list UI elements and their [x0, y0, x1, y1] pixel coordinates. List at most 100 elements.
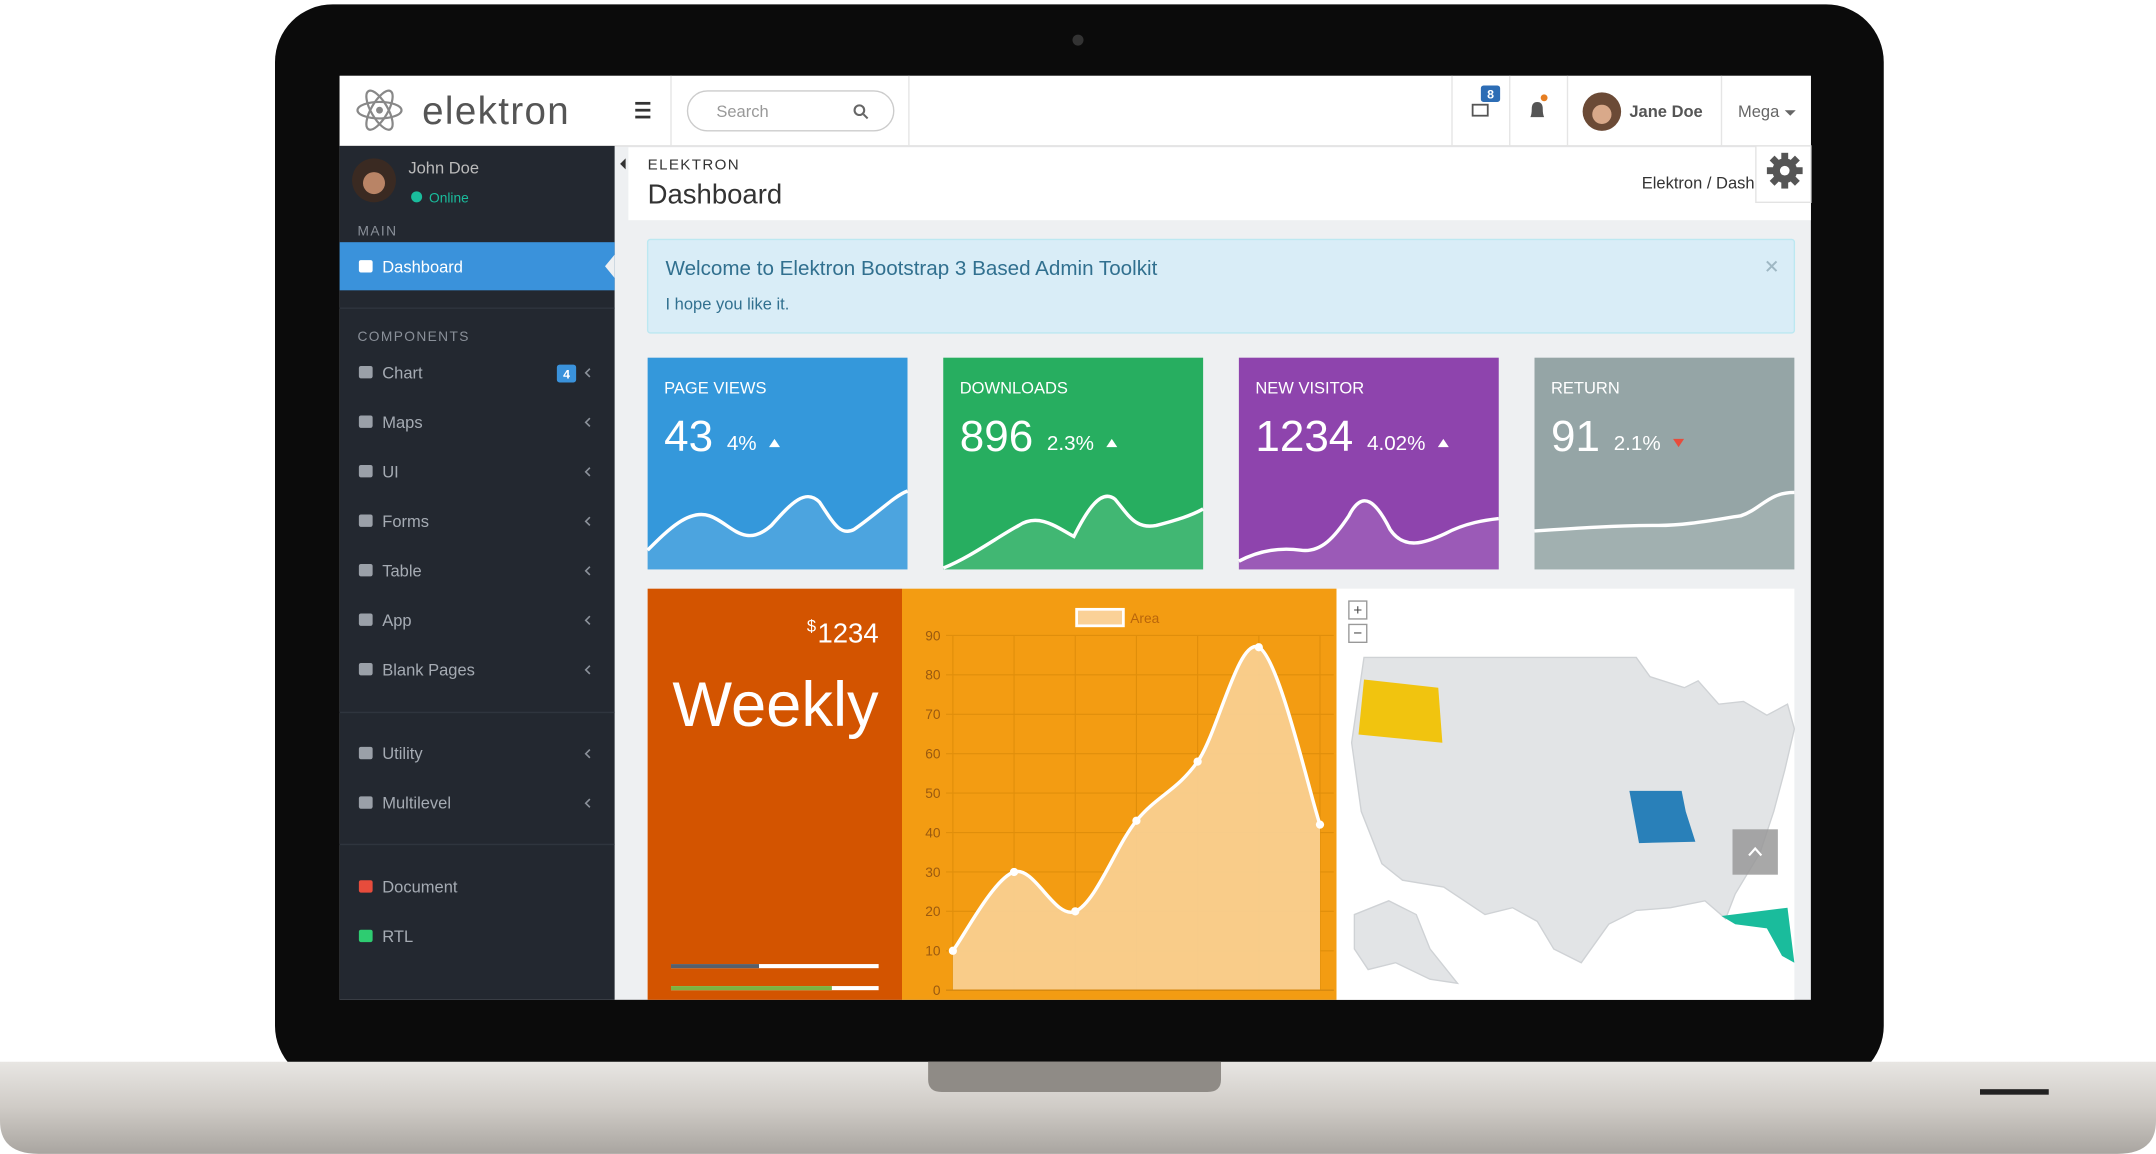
stat-change: 2.3%	[1047, 432, 1094, 455]
nav-active[interactable]	[339, 242, 615, 291]
gear-tooth	[1781, 180, 1789, 189]
mega-menu[interactable]: Mega	[1738, 103, 1780, 121]
nav-item[interactable]: Forms	[382, 513, 429, 531]
nav-chevron	[584, 566, 591, 576]
gear-hole	[1779, 165, 1790, 176]
menu-icon-bar[interactable]	[635, 101, 651, 105]
page-header	[628, 147, 1811, 221]
status-dot	[411, 191, 423, 203]
alert-close[interactable]	[1766, 260, 1778, 272]
sidebar-toggle[interactable]	[620, 158, 626, 170]
map-zoom-button[interactable]	[1348, 600, 1368, 620]
gear-tooth	[1781, 152, 1789, 162]
stat-change: 4.02%	[1367, 432, 1425, 455]
laptop-led	[1980, 1089, 2049, 1095]
menu-icon-bar[interactable]	[635, 108, 651, 112]
nav-badge-count: 4	[563, 367, 570, 381]
stat-sparkline-area	[1238, 500, 1499, 570]
sidebar-avatar-face	[363, 172, 385, 195]
brand: elektron	[422, 90, 570, 133]
stat-trend-arrow	[1673, 438, 1685, 448]
stat-sparkline	[1534, 490, 1795, 533]
stat-sparkline-area	[647, 491, 908, 570]
weekly-label: Weekly	[672, 670, 879, 740]
nav-item[interactable]: Table	[382, 562, 421, 580]
stat-label: RETURN	[1551, 379, 1620, 397]
stat-label: DOWNLOADS	[960, 379, 1068, 397]
y-tick-label: 70	[925, 707, 941, 722]
progress-fill	[671, 986, 832, 991]
area-fill	[952, 646, 1320, 991]
stat-value: 43	[664, 412, 713, 461]
stat-label: NEW VISITOR	[1255, 379, 1364, 397]
map-zoom-label[interactable]: −	[1353, 625, 1362, 642]
alert-title: Welcome to Elektron Bootstrap 3 Based Ad…	[666, 257, 1158, 280]
nav-item[interactable]: App	[382, 612, 411, 630]
stat-value: 91	[1551, 412, 1600, 461]
scroll-top-button[interactable]	[1732, 829, 1778, 875]
nav-item[interactable]: RTL	[382, 928, 413, 946]
y-tick-label: 50	[925, 786, 941, 801]
y-tick-label: 80	[925, 668, 941, 683]
nav-badge	[556, 364, 577, 383]
search-placeholder[interactable]: Search	[716, 103, 768, 121]
nav-icon	[358, 464, 373, 478]
mega-caret	[1784, 110, 1796, 116]
navbar	[339, 75, 1811, 146]
laptop-notch	[928, 1061, 1221, 1092]
stat-trend-arrow	[1106, 438, 1118, 448]
progress-fill	[671, 964, 759, 969]
alaska	[1353, 900, 1460, 985]
logo-core	[376, 106, 383, 114]
nav-icon	[358, 563, 373, 577]
nav-icon	[358, 662, 373, 676]
user-name[interactable]: Jane Doe	[1629, 103, 1702, 121]
data-point	[1193, 757, 1202, 766]
nav-icon	[358, 514, 373, 527]
progress-track	[671, 964, 879, 969]
stat-card	[1238, 357, 1499, 570]
stat-value: 1234	[1255, 412, 1353, 461]
stat-sparkline	[646, 489, 909, 552]
map-zoom-label[interactable]: +	[1353, 602, 1362, 619]
y-tick-label: 10	[925, 944, 941, 959]
y-tick-label: 60	[925, 747, 941, 762]
nav-item[interactable]: Dashboard	[382, 258, 463, 276]
search-box[interactable]	[686, 90, 895, 132]
nav-item[interactable]: Blank Pages	[382, 661, 475, 679]
nav-item[interactable]: Utility	[382, 745, 423, 763]
nav-icon	[358, 929, 373, 943]
y-tick-label: 20	[925, 904, 941, 919]
bell-icon[interactable]	[1530, 101, 1545, 118]
mail-icon[interactable]	[1471, 103, 1489, 117]
nav-item[interactable]: Maps	[382, 414, 422, 432]
stat-sparkline-area	[943, 496, 1204, 570]
nav-item[interactable]: Chart	[382, 364, 423, 382]
stat-card	[647, 357, 908, 570]
sidebar-user: John Doe	[408, 159, 479, 177]
data-point	[1132, 816, 1141, 825]
nav-chevron	[584, 748, 591, 759]
weekly-currency: $	[807, 617, 816, 635]
stat-label: PAGE VIEWS	[664, 379, 766, 397]
search-icon-handle	[862, 113, 869, 120]
alert	[646, 238, 1796, 334]
stat-sparkline	[942, 494, 1204, 570]
y-tick-label: 90	[925, 628, 941, 643]
nav-chevron	[584, 417, 591, 428]
nav-item[interactable]: Document	[382, 879, 458, 897]
y-tick-label: 40	[925, 825, 941, 840]
map-zoom-button[interactable]	[1348, 623, 1368, 643]
stat-sparkline	[1238, 499, 1499, 563]
nav-item[interactable]: UI	[382, 463, 399, 481]
menu-icon-bar[interactable]	[635, 115, 651, 119]
alert-text: I hope you like it.	[666, 296, 790, 314]
nav-icon	[358, 365, 373, 379]
stat-card	[1534, 357, 1795, 570]
stat-change: 4%	[727, 432, 757, 455]
nav-chevron	[584, 467, 591, 477]
y-tick-label: 30	[925, 865, 941, 880]
y-tick-label: 0	[933, 983, 941, 998]
nav-item[interactable]: Multilevel	[382, 795, 451, 813]
